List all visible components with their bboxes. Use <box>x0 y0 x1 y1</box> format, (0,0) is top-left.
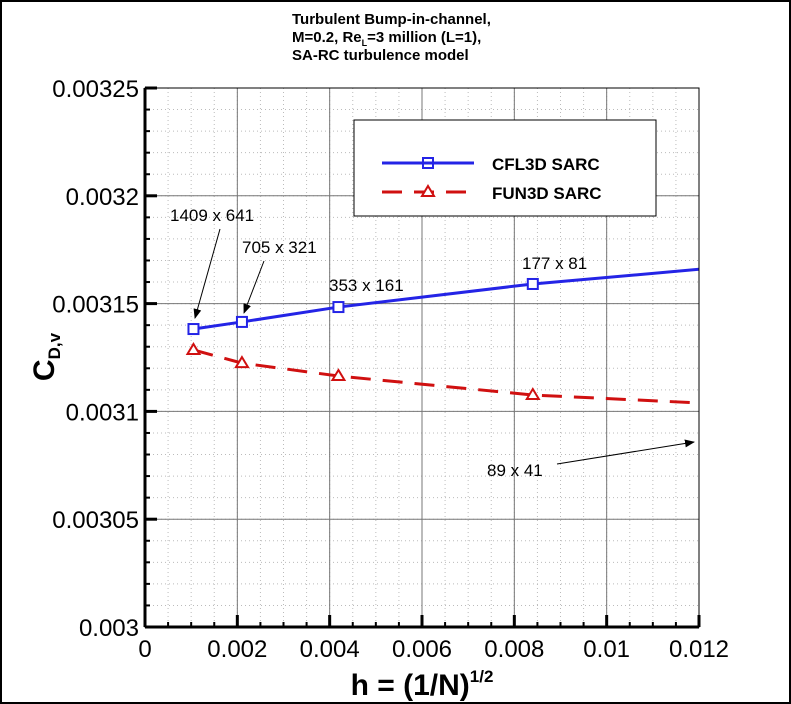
y-tick-label: 0.0032 <box>66 184 139 211</box>
data-point-square <box>187 323 200 336</box>
svg-text:CD,v: CD,v <box>28 332 64 381</box>
x-tick-label: 0.01 <box>583 636 630 663</box>
annotation-1409x641: 1409 x 641 <box>170 206 254 225</box>
annotation-arrow-1409x641 <box>193 228 221 319</box>
legend-square-marker-icon <box>422 157 434 169</box>
annotation-arrow-89x41 <box>556 439 695 465</box>
title-line-2: M=0.2, ReL=3 million (L=1), <box>292 29 481 48</box>
data-point-triangle <box>185 342 202 355</box>
annotations: 1409 x 641 705 x 321 353 x 161 177 x 81 … <box>170 206 695 480</box>
y-axis-label: CD,v <box>28 332 64 381</box>
data-point-square <box>526 277 539 290</box>
legend: CFL3D SARC FUN3D SARC <box>353 119 657 217</box>
y-tick-label: 0.00325 <box>52 76 139 103</box>
data-point-triangle <box>234 355 250 369</box>
y-tick-label: 0.00305 <box>52 507 139 534</box>
annotation-353x161: 353 x 161 <box>329 276 404 295</box>
x-tick-label: 0 <box>138 636 151 663</box>
legend-label-fun3d: FUN3D SARC <box>492 184 602 203</box>
y-tick-label: 0.003 <box>79 615 139 642</box>
title-line-1: Turbulent Bump-in-channel, <box>292 11 491 28</box>
x-axis-label: h = (1/N)1/2 <box>351 667 494 702</box>
x-tick-label: 0.002 <box>207 636 267 663</box>
y-tick-label: 0.0031 <box>66 399 139 426</box>
data-point-square <box>332 301 345 314</box>
x-tick-label: 0.008 <box>484 636 544 663</box>
x-tick-label: 0.012 <box>669 636 729 663</box>
chart-title: Turbulent Bump-in-channel, M=0.2, ReL=3 … <box>292 11 491 64</box>
series-group <box>185 267 699 405</box>
title-line-3: SA-RC turbulence model <box>292 47 469 64</box>
annotation-89x41: 89 x 41 <box>487 461 543 480</box>
annotation-177x81: 177 x 81 <box>522 254 587 273</box>
series-line-cfl3d-sarc <box>193 267 699 331</box>
y-tick-label: 0.00315 <box>52 292 139 319</box>
x-tick-label: 0.006 <box>392 636 452 663</box>
x-tick-label: 0.004 <box>300 636 360 663</box>
annotation-arrow-705x321 <box>243 260 265 314</box>
legend-label-cfl3d: CFL3D SARC <box>492 155 600 174</box>
data-point-triangle <box>525 387 541 401</box>
annotation-705x321: 705 x 321 <box>242 238 317 257</box>
ticks: 0 0.002 0.004 0.006 0.008 0.01 0.012 0.003 0.003… <box>52 76 729 663</box>
legend-box <box>353 119 657 217</box>
legend-triangle-marker-icon <box>420 184 436 197</box>
data-point-square <box>235 315 248 328</box>
data-point-triangle <box>330 368 347 382</box>
